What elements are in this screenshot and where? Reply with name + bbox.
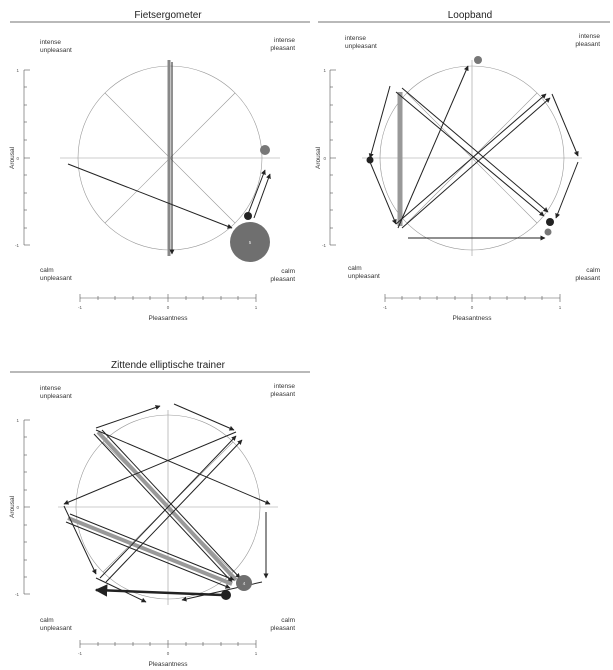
start-point bbox=[244, 212, 252, 220]
y-tick-bottom: -1 bbox=[15, 243, 19, 248]
quadrant-label-calm-pleasant-l1: calm bbox=[586, 267, 600, 274]
panel-zittende-elliptische-trainer: Zittende elliptische trainer intense unp… bbox=[9, 360, 310, 668]
start-point bbox=[221, 590, 231, 600]
cluster-marker-label: 5 bbox=[249, 240, 252, 245]
quadrant-label-calm-unpleasant-l1: calm bbox=[40, 617, 54, 624]
quadrant-label-intense-pleasant-l1: intense bbox=[274, 37, 295, 44]
y-axis-ruler bbox=[23, 69, 30, 246]
quadrant-label-calm-pleasant-l2: pleasant bbox=[270, 625, 295, 632]
y-axis-label: Arousal bbox=[315, 146, 322, 169]
panel-loopband: Loopband intense unpleasant intense plea… bbox=[315, 10, 610, 322]
quadrant-label-intense-unpleasant-l2: unpleasant bbox=[345, 43, 377, 50]
quadrant-label-calm-unpleasant-l2: unpleasant bbox=[40, 625, 72, 632]
quadrant-label-calm-unpleasant-l2: unpleasant bbox=[348, 273, 380, 280]
y-tick-top: 1 bbox=[323, 68, 326, 73]
x-tick-left: -1 bbox=[383, 305, 387, 310]
x-axis-label: Pleasantness bbox=[148, 315, 188, 322]
trajectory-final-arrow bbox=[94, 584, 223, 597]
quadrant-label-calm-unpleasant-l2: unpleasant bbox=[40, 275, 72, 282]
y-tick-mid: 0 bbox=[323, 156, 326, 161]
x-axis-ruler bbox=[384, 294, 561, 302]
x-axis-ruler bbox=[79, 640, 257, 648]
trajectory-zittende-elliptische-trainer bbox=[63, 403, 271, 603]
y-tick-top: 1 bbox=[16, 68, 19, 73]
quadrant-label-intense-pleasant-l1: intense bbox=[274, 383, 295, 390]
x-tick-left: -1 bbox=[78, 305, 82, 310]
quadrant-label-intense-pleasant-l2: pleasant bbox=[270, 391, 295, 398]
cluster-marker-label: 4 bbox=[243, 581, 246, 586]
quadrant-label-intense-unpleasant-l1: intense bbox=[345, 35, 366, 42]
y-tick-bottom: -1 bbox=[15, 592, 19, 597]
quadrant-label-calm-pleasant-l2: pleasant bbox=[575, 275, 600, 282]
x-tick-right: 1 bbox=[255, 651, 258, 656]
quadrant-label-calm-unpleasant-l1: calm bbox=[40, 267, 54, 274]
panel-title: Zittende elliptische trainer bbox=[111, 360, 226, 371]
start-point-secondary bbox=[546, 218, 554, 226]
panel-title: Fietsergometer bbox=[134, 10, 202, 21]
x-tick-mid: 0 bbox=[471, 305, 474, 310]
x-axis-label: Pleasantness bbox=[452, 315, 492, 322]
x-tick-left: -1 bbox=[78, 651, 82, 656]
y-tick-top: 1 bbox=[16, 418, 19, 423]
quadrant-label-calm-pleasant-l2: pleasant bbox=[270, 276, 295, 283]
panel-title: Loopband bbox=[448, 10, 493, 21]
cluster-marker bbox=[544, 228, 552, 236]
x-tick-mid: 0 bbox=[167, 305, 170, 310]
y-tick-mid: 0 bbox=[16, 156, 19, 161]
cluster-marker bbox=[230, 222, 270, 262]
trajectory-fietsergometer bbox=[67, 60, 271, 256]
y-axis-label: Arousal bbox=[9, 146, 16, 169]
start-point bbox=[366, 156, 374, 164]
cluster-marker bbox=[236, 575, 252, 591]
quadrant-label-calm-pleasant-l1: calm bbox=[281, 617, 295, 624]
x-axis-label: Pleasantness bbox=[148, 661, 188, 668]
x-axis-ruler bbox=[79, 294, 257, 302]
quadrant-label-intense-pleasant-l2: pleasant bbox=[270, 45, 295, 52]
quadrant-label-calm-pleasant-l1: calm bbox=[281, 268, 295, 275]
y-axis-ruler bbox=[329, 69, 336, 246]
quadrant-label-intense-pleasant-l2: pleasant bbox=[575, 41, 600, 48]
x-tick-mid: 0 bbox=[167, 651, 170, 656]
x-tick-right: 1 bbox=[559, 305, 562, 310]
quadrant-label-calm-unpleasant-l1: calm bbox=[348, 265, 362, 272]
quadrant-label-intense-unpleasant-l2: unpleasant bbox=[40, 393, 72, 400]
panel-fietsergometer: Fietsergometer intense unpleasant intens… bbox=[9, 10, 310, 322]
end-marker bbox=[260, 145, 270, 155]
y-tick-mid: 0 bbox=[16, 505, 19, 510]
y-tick-bottom: -1 bbox=[322, 243, 326, 248]
quadrant-label-intense-unpleasant-l1: intense bbox=[40, 39, 61, 46]
end-marker bbox=[474, 56, 482, 64]
x-tick-right: 1 bbox=[255, 305, 258, 310]
y-axis-label: Arousal bbox=[9, 495, 16, 518]
y-axis-ruler bbox=[23, 419, 30, 595]
trajectory-loopband bbox=[368, 65, 579, 241]
quadrant-label-intense-pleasant-l1: intense bbox=[579, 33, 600, 40]
quadrant-label-intense-unpleasant-l2: unpleasant bbox=[40, 47, 72, 54]
quadrant-label-intense-unpleasant-l1: intense bbox=[40, 385, 61, 392]
